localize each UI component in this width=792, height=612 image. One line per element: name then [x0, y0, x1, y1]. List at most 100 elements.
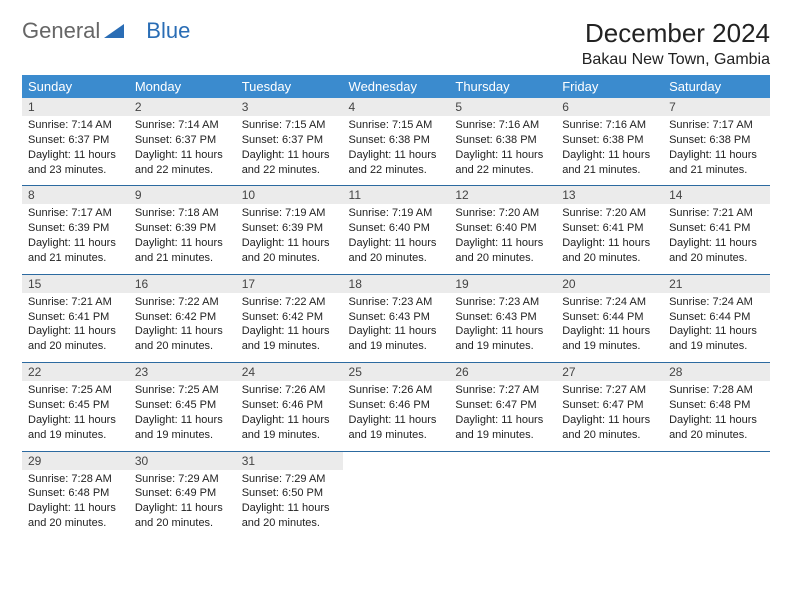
daynum-7: 7	[663, 98, 770, 116]
daylight-l1: Daylight: 11 hours	[562, 149, 650, 161]
daylight-l2: and 20 minutes.	[349, 252, 427, 264]
daylight-l2: and 20 minutes.	[669, 429, 747, 441]
daynum-18: 18	[343, 274, 450, 293]
daylight-l2: and 20 minutes.	[455, 252, 533, 264]
day-16-cell: Sunrise: 7:22 AMSunset: 6:42 PMDaylight:…	[129, 293, 236, 363]
sunset: Sunset: 6:44 PM	[562, 311, 643, 323]
sunset: Sunset: 6:37 PM	[242, 134, 323, 146]
day-12-cell: Sunrise: 7:20 AM Sunset: 6:40 PM Daylight:…	[449, 204, 556, 274]
logo-text-blue: Blue	[146, 18, 190, 44]
sunrise: Sunrise: 7:28 AM	[669, 384, 753, 396]
daynum-21: 21	[663, 274, 770, 293]
daylight-l2: and 19 minutes.	[242, 429, 320, 441]
daynum-23: 23	[129, 363, 236, 382]
location: Bakau New Town, Gambia	[582, 51, 770, 69]
daylight-l1: Daylight: 11 hours	[242, 325, 330, 337]
daynum-26: 26	[449, 363, 556, 382]
daylight-l2: and 19 minutes.	[349, 429, 427, 441]
daylight-l2: and 20 minutes.	[562, 429, 640, 441]
daylight-l1: Daylight: 11 hours	[28, 414, 116, 426]
sunrise: Sunrise: 7:20 AM	[562, 207, 646, 219]
daynum-27: 27	[556, 363, 663, 382]
sunset: Sunset: 6:39 PM	[28, 222, 109, 234]
daynum-25: 25	[343, 363, 450, 382]
daynum-12: 12	[449, 186, 556, 205]
daynum-24: 24	[236, 363, 343, 382]
daynum-11: 11	[343, 186, 450, 205]
daylight-l1: Daylight: 11 hours	[669, 325, 757, 337]
daynum-16: 16	[129, 274, 236, 293]
sunset: Sunset: 6:43 PM	[349, 311, 430, 323]
week5-details: Sunrise: 7:28 AMSunset: 6:48 PMDaylight:…	[22, 470, 770, 539]
day-25-cell: Sunrise: 7:26 AMSunset: 6:46 PMDaylight:…	[343, 381, 450, 451]
day-23-cell: Sunrise: 7:25 AMSunset: 6:45 PMDaylight:…	[129, 381, 236, 451]
daylight-l1: Daylight: 11 hours	[349, 414, 437, 426]
daynum-1: 1	[22, 98, 129, 116]
daynum-2: 2	[129, 98, 236, 116]
weekday-header-row: Sunday Monday Tuesday Wednesday Thursday…	[22, 75, 770, 98]
daylight-l2: and 19 minutes.	[455, 340, 533, 352]
sunrise: Sunrise: 7:24 AM	[562, 296, 646, 308]
week1-details: Sunrise: 7:14 AMSunset: 6:37 PMDaylight:…	[22, 116, 770, 186]
sunrise: Sunrise: 7:16 AM	[455, 119, 539, 131]
daynum-13: 13	[556, 186, 663, 205]
daylight-l2: and 22 minutes.	[135, 164, 213, 176]
day-7-cell: Sunrise: 7:17 AMSunset: 6:38 PMDaylight:…	[663, 116, 770, 186]
daylight-l1: Daylight: 11 hours	[349, 149, 437, 161]
week3-numbers: 15 16 17 18 19 20 21	[22, 274, 770, 293]
sunset: Sunset: 6:40 PM	[455, 222, 536, 234]
sunset: Sunset: 6:47 PM	[562, 399, 643, 411]
sunset: Sunset: 6:38 PM	[562, 134, 643, 146]
daylight-l1: Daylight: 11 hours	[562, 237, 650, 249]
sunset: Sunset: 6:44 PM	[669, 311, 750, 323]
daynum-29: 29	[22, 451, 129, 470]
week4-details: Sunrise: 7:25 AMSunset: 6:45 PMDaylight:…	[22, 381, 770, 451]
sunrise: Sunrise: 7:20 AM	[455, 207, 539, 219]
week3-details: Sunrise: 7:21 AMSunset: 6:41 PMDaylight:…	[22, 293, 770, 363]
sunset: Sunset: 6:41 PM	[669, 222, 750, 234]
sunrise: Sunrise: 7:29 AM	[242, 473, 326, 485]
day-17-cell: Sunrise: 7:22 AMSunset: 6:42 PMDaylight:…	[236, 293, 343, 363]
daylight-l1: Daylight: 11 hours	[349, 325, 437, 337]
weekday-sunday: Sunday	[22, 75, 129, 98]
daylight-l2: and 20 minutes.	[242, 517, 320, 529]
daylight-l2: and 20 minutes.	[242, 252, 320, 264]
empty-cell	[343, 470, 450, 539]
daylight-l1: Daylight: 11 hours	[455, 414, 543, 426]
empty-cell	[663, 470, 770, 539]
daylight-l2: and 20 minutes.	[28, 517, 106, 529]
daynum-30: 30	[129, 451, 236, 470]
logo: General Blue	[22, 18, 190, 44]
daylight-l2: and 22 minutes.	[349, 164, 427, 176]
day-30-cell: Sunrise: 7:29 AMSunset: 6:49 PMDaylight:…	[129, 470, 236, 539]
day-2-cell: Sunrise: 7:14 AMSunset: 6:37 PMDaylight:…	[129, 116, 236, 186]
sunrise: Sunrise: 7:22 AM	[135, 296, 219, 308]
sunset: Sunset: 6:42 PM	[135, 311, 216, 323]
daylight-l1: Daylight: 11 hours	[455, 149, 543, 161]
day-27-cell: Sunrise: 7:27 AMSunset: 6:47 PMDaylight:…	[556, 381, 663, 451]
daylight-l1: Daylight: 11 hours	[242, 237, 330, 249]
sunset: Sunset: 6:38 PM	[349, 134, 430, 146]
sunset: Sunset: 6:37 PM	[28, 134, 109, 146]
daylight-l1: Daylight: 11 hours	[455, 237, 543, 249]
logo-triangle-icon	[104, 18, 124, 44]
daylight-l1: Daylight: 11 hours	[28, 325, 116, 337]
daylight-l2: and 19 minutes.	[28, 429, 106, 441]
day-31-cell: Sunrise: 7:29 AMSunset: 6:50 PMDaylight:…	[236, 470, 343, 539]
day-1-cell: Sunrise: 7:14 AMSunset: 6:37 PMDaylight:…	[22, 116, 129, 186]
daylight-l2: and 20 minutes.	[669, 252, 747, 264]
sunrise: Sunrise: 7:19 AM	[242, 207, 326, 219]
week2-numbers: 8 9 10 11 12 13 14	[22, 186, 770, 205]
weekday-thursday: Thursday	[449, 75, 556, 98]
sunset: Sunset: 6:41 PM	[28, 311, 109, 323]
day-10-cell: Sunrise: 7:19 AMSunset: 6:39 PMDaylight:…	[236, 204, 343, 274]
daylight-l2: and 20 minutes.	[135, 340, 213, 352]
sunrise: Sunrise: 7:25 AM	[135, 384, 219, 396]
daylight-l1: Daylight: 11 hours	[669, 414, 757, 426]
daynum-19: 19	[449, 274, 556, 293]
day-20-cell: Sunrise: 7:24 AMSunset: 6:44 PMDaylight:…	[556, 293, 663, 363]
empty-cell	[556, 470, 663, 539]
daylight-l1: Daylight: 11 hours	[455, 325, 543, 337]
day-3-cell: Sunrise: 7:15 AMSunset: 6:37 PMDaylight:…	[236, 116, 343, 186]
daylight-l2: and 19 minutes.	[349, 340, 427, 352]
